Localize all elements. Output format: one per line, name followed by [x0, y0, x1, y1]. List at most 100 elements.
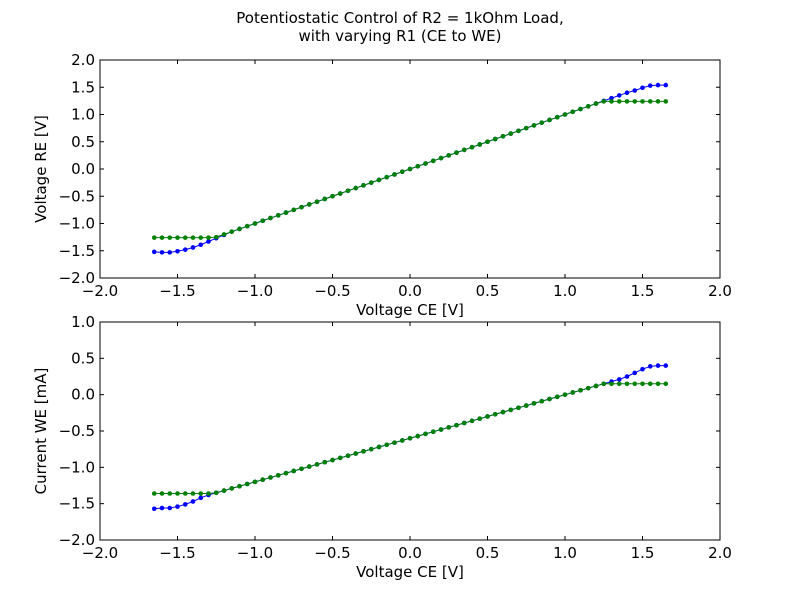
plot-1-series-2-point: [461, 147, 467, 153]
plot-1-series-2-point: [314, 199, 320, 204]
plot-2-series-2-point: [647, 381, 653, 387]
plot-2-series-1-point: [640, 366, 645, 372]
plot-2-series-1-point: [175, 504, 180, 509]
plot-1-series-1-point: [624, 90, 630, 95]
plot-2-series-2-point: [283, 470, 289, 476]
plot-2-series-2-point: [415, 433, 421, 439]
plot-1-series-2-point: [562, 112, 568, 117]
plot-1-x-tick-label: 1.0: [553, 282, 577, 300]
plot-1-series-2-point: [283, 210, 289, 215]
plot-2-series-2-point: [616, 381, 622, 387]
plot-2-series-2-point: [151, 491, 157, 496]
plot-1-series-2-point: [477, 142, 483, 147]
plot-2-series-2-point: [330, 457, 335, 463]
plot-2-y-tick-label: −0.5: [59, 422, 95, 440]
figure-title-line-2: with varying R1 (CE to WE): [298, 27, 502, 45]
plot-1-series-2-point: [275, 213, 281, 218]
plot-2-series-2-point: [306, 464, 312, 469]
plot-1-series-1-point: [206, 239, 211, 244]
plot-2-series-2-point: [252, 479, 258, 485]
plot-1-series-1-point: [151, 249, 157, 255]
plot-2-x-tick-label: −1.0: [237, 544, 273, 562]
plot-1-series-2-point: [221, 232, 227, 237]
plot-2-y-tick-label: 1.0: [71, 313, 95, 331]
plot-2-x-tick-label: −2.0: [82, 544, 118, 562]
plot-2-series-1-point: [190, 499, 196, 504]
plot-1-series-2-point: [376, 177, 382, 183]
plot-2-series-1-point: [198, 495, 204, 501]
figure-title: Potentiostatic Control of R2 = 1kOhm Loa…: [0, 9, 800, 45]
plot-2-x-tick-label: 2.0: [708, 544, 732, 562]
plot-1-series-2-point: [601, 99, 607, 104]
plot-2-series-2-point: [609, 381, 614, 387]
plot-2-series-2-point: [461, 420, 467, 426]
plot-1-series-2-point: [516, 128, 521, 134]
plot-2-series-1-point: [632, 370, 638, 376]
plot-2-series-2-point: [345, 453, 351, 459]
plot-2-series-2-point: [353, 451, 359, 456]
plot-2-series-2-point: [523, 403, 529, 408]
plot-2-series-1-point: [167, 505, 173, 511]
plot-2-series-2-point: [337, 455, 343, 461]
plot-1-series-1-point: [175, 248, 180, 254]
plot-1-series-2-point: [632, 99, 638, 104]
plot-1-series-1-point: [647, 83, 653, 88]
plot-2-y-tick-label: 0.0: [71, 386, 95, 404]
plot-2-series-1-point: [182, 502, 188, 507]
plot-2-x-tick-label: 0.5: [476, 544, 500, 562]
plot-2-series-2-point: [632, 381, 638, 387]
plot-2-series-2-point: [500, 409, 506, 415]
plot-1-series-2-point: [175, 235, 180, 240]
plot-2-x-tick-label: −0.5: [314, 544, 350, 562]
plot-1-series-1-point: [632, 88, 638, 93]
plot-1-series-2-point: [182, 235, 188, 240]
plot-1-series-2-point: [322, 196, 328, 202]
plot-2-series-2-point: [384, 442, 390, 448]
plot-2-series-2-point: [423, 431, 428, 437]
plot-1-series-1-point: [616, 93, 622, 98]
plot-2-series-2-point: [229, 486, 235, 491]
plot-1-x-tick-label: −0.5: [314, 282, 350, 300]
plot-2-series-2-point: [237, 483, 242, 489]
plot-2-y-axis-label: Current WE [mA]: [32, 368, 50, 495]
plot-1-series-2-point: [485, 139, 490, 145]
plot-2-x-tick-label: 1.5: [631, 544, 655, 562]
plot-1-y-axis-label: Voltage RE [V]: [32, 115, 50, 223]
plot-2-series-2-point: [531, 401, 537, 406]
plot-1-y-tick-label: 1.5: [71, 78, 95, 96]
plot-1-series-2-point: [454, 150, 459, 155]
plot-2-y-tick-label: 0.5: [71, 349, 95, 367]
plot-1-series-2-point: [337, 191, 343, 196]
plot-1-series-2-point: [446, 153, 452, 158]
plot-1-series-1-point: [609, 95, 614, 101]
plot-2-series-2-point: [663, 381, 669, 387]
plot-1-series-2-point: [531, 123, 537, 128]
plot-1-series-2-point: [430, 158, 436, 164]
plot-1-series-2-point: [647, 99, 653, 104]
plot-1-series-2-point: [663, 99, 669, 104]
plot-2-series-2-point: [275, 473, 281, 478]
plot-2-y-tick-label: −2.0: [59, 531, 95, 549]
plot-1-series-1-point: [655, 82, 661, 88]
plot-2-series-2-point: [547, 396, 552, 402]
plot-1-series-2-point: [198, 235, 204, 240]
plot-2-series-2-point: [562, 392, 568, 397]
plot-1-series-2-point: [539, 120, 545, 125]
plot-1-series-1-point: [663, 82, 669, 88]
plot-1-series-1-point: [198, 242, 204, 248]
plot-2-series-2-point: [454, 422, 459, 428]
plot-2-series-2-point: [190, 491, 196, 496]
plot-1-series-2-point: [368, 180, 374, 185]
plot-1-series-2-point: [523, 125, 529, 131]
plot-1-x-axis-label: Voltage CE [V]: [356, 301, 464, 319]
plot-2-series-2-point: [655, 381, 661, 387]
plot-2-x-axis-label: Voltage CE [V]: [356, 563, 464, 581]
plot-1-series-1-point: [182, 247, 188, 252]
plot-2-series-2-point: [570, 390, 576, 395]
plot-1-series-2-point: [384, 174, 390, 180]
plot-1-y-tick-label: −1.5: [59, 242, 95, 260]
plot-2-series-2-point: [299, 466, 304, 472]
plot-2-series-2-point: [446, 425, 452, 430]
plot-1-y-tick-label: 0.5: [71, 133, 95, 151]
plot-2-series-2-point: [578, 388, 583, 393]
